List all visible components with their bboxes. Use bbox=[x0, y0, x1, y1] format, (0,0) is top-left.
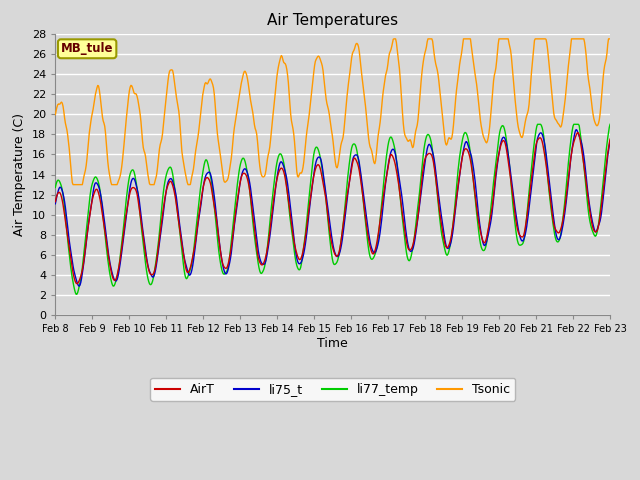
Text: MB_tule: MB_tule bbox=[61, 42, 113, 55]
X-axis label: Time: Time bbox=[317, 337, 348, 350]
Y-axis label: Air Temperature (C): Air Temperature (C) bbox=[13, 113, 26, 236]
Title: Air Temperatures: Air Temperatures bbox=[267, 13, 398, 28]
Legend: AirT, li75_t, li77_temp, Tsonic: AirT, li75_t, li77_temp, Tsonic bbox=[150, 378, 515, 401]
